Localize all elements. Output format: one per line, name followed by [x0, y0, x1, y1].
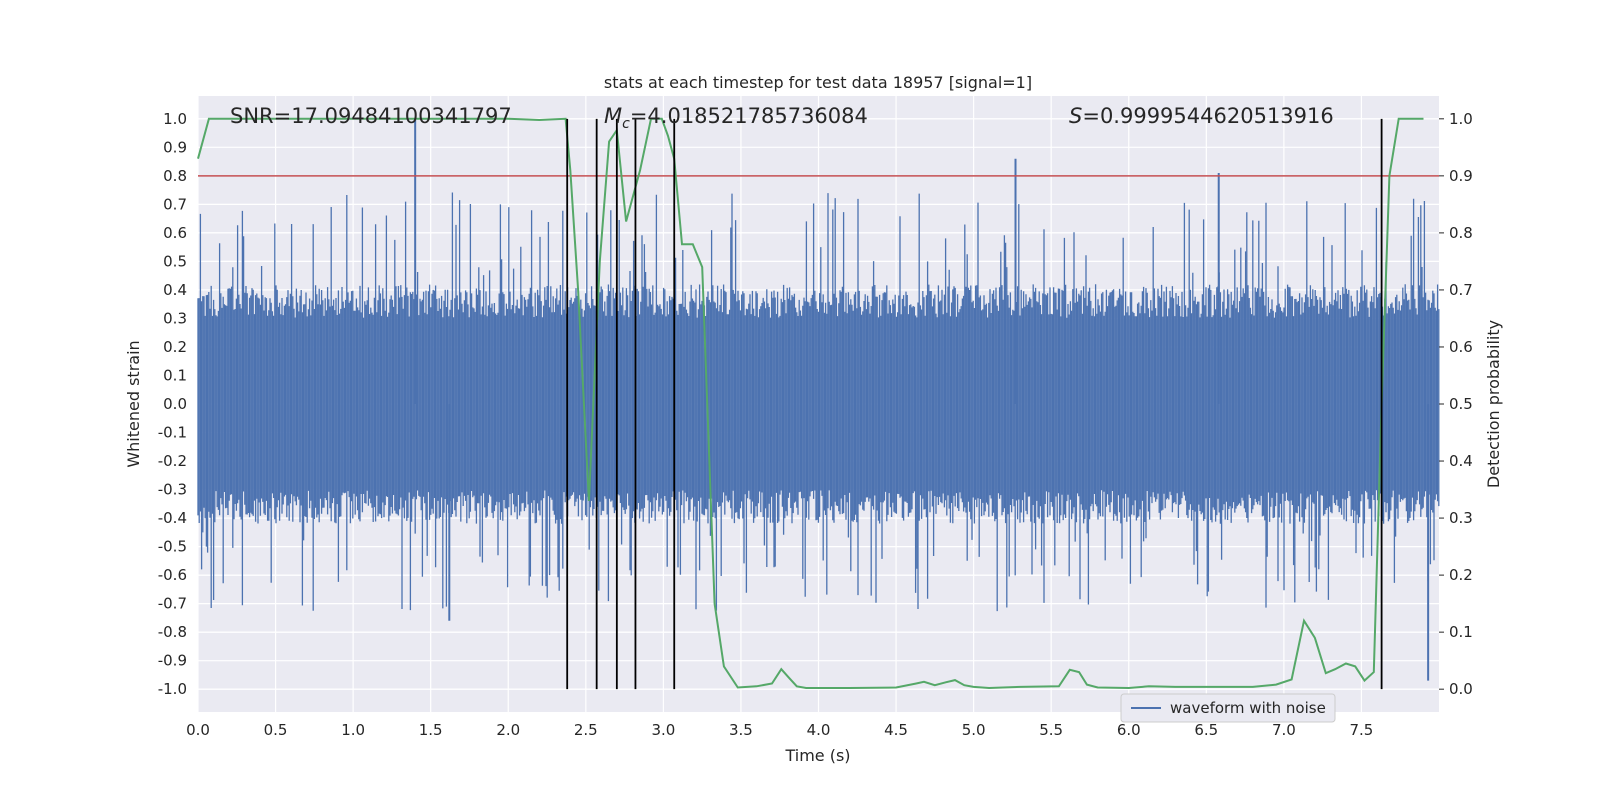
- x-tick-label: 0.5: [264, 721, 288, 739]
- y-tick-label-left: -0.6: [158, 566, 187, 584]
- x-tick-label: 1.5: [419, 721, 443, 739]
- chart-title: stats at each timestep for test data 189…: [604, 73, 1032, 92]
- x-tick-label: 4.0: [807, 721, 831, 739]
- probability-line: [197, 117, 1424, 690]
- y-tick-label-right: 0.8: [1449, 224, 1473, 242]
- tick-labels: 0.0 0.5 1.0 1.5 2.0 2.5 3.0 3.5 4.0 4.5 5.0 5.5 6.0 6…: [158, 110, 1473, 739]
- y-tick-label-left: -0.9: [158, 652, 187, 670]
- y-tick-label-right: 0.5: [1449, 395, 1473, 413]
- x-tick-label: 0.0: [186, 721, 210, 739]
- y-tick-label-right: 0.1: [1449, 623, 1473, 641]
- y-tick-label-left: 0.6: [163, 224, 187, 242]
- y-tick-label-left: 0.5: [163, 252, 187, 270]
- x-tick-label: 6.0: [1117, 721, 1141, 739]
- y-tick-label-left: 0.2: [163, 338, 187, 356]
- y-tick-label-left: -0.4: [158, 509, 187, 527]
- event-markers: [566, 118, 1383, 690]
- y-tick-label-left: 0.4: [163, 281, 187, 299]
- score-symbol: S: [1069, 104, 1082, 128]
- y-tick-label-left: 0.7: [163, 195, 187, 213]
- y-tick-label-left: -0.3: [158, 481, 187, 499]
- score-annotation: S=0.9999544620513916: [1069, 104, 1334, 128]
- y-axis-title-left: Whitened strain: [124, 340, 143, 467]
- y-tick-label-left: -0.1: [158, 424, 187, 442]
- y-tick-label-left: -0.7: [158, 595, 187, 613]
- legend-box: [1120, 693, 1336, 723]
- y-tick-label-right: 0.9: [1449, 167, 1473, 185]
- x-tick-label: 2.0: [496, 721, 520, 739]
- y-tick-label-left: -0.8: [158, 623, 187, 641]
- x-tick-label: 5.5: [1039, 721, 1063, 739]
- y-tick-label-left: 0.1: [163, 366, 187, 384]
- y-tick-label-right: 0.0: [1449, 680, 1473, 698]
- x-tick-label: 6.5: [1194, 721, 1218, 739]
- y-tick-label-left: -0.5: [158, 538, 187, 556]
- y-tick-label-right: 0.4: [1449, 452, 1473, 470]
- snr-annotation: SNR=17.09484100341797: [230, 104, 512, 128]
- legend: waveform with noise: [1120, 693, 1336, 723]
- chirp-mass-annotation: Mc=4.018521785736084: [604, 104, 868, 132]
- chirp-mass-value: =4.018521785736084: [630, 104, 868, 128]
- y-tick-label-left: 0.8: [163, 167, 187, 185]
- y-tick-label-left: 0.0: [163, 395, 187, 413]
- y-tick-label-right: 0.6: [1449, 338, 1473, 356]
- y-tick-label-left: -1.0: [158, 680, 187, 698]
- y-tick-label-left: -0.2: [158, 452, 187, 470]
- x-axis-title: Time (s): [784, 746, 850, 765]
- chirp-mass-subscript: c: [622, 116, 630, 132]
- y-axis-title-right: Detection probability: [1484, 320, 1503, 488]
- legend-label-waveform: waveform with noise: [1170, 699, 1326, 717]
- x-tick-label: 4.5: [884, 721, 908, 739]
- y-tick-label-left: 0.3: [163, 309, 187, 327]
- x-tick-label: 1.0: [341, 721, 365, 739]
- y-tick-label-left: 0.9: [163, 138, 187, 156]
- chirp-mass-symbol: M: [604, 104, 622, 128]
- y-tick-label-right: 1.0: [1449, 110, 1473, 128]
- x-tick-label: 2.5: [574, 721, 598, 739]
- probability-series: [197, 117, 1424, 690]
- y-tick-label-left: 1.0: [163, 110, 187, 128]
- y-tick-label-right: 0.7: [1449, 281, 1473, 299]
- score-value: =0.9999544620513916: [1082, 104, 1333, 128]
- x-tick-label: 7.5: [1350, 721, 1374, 739]
- y-tick-label-right: 0.3: [1449, 509, 1473, 527]
- y-tick-label-right: 0.2: [1449, 566, 1473, 584]
- x-tick-label: 3.5: [729, 721, 753, 739]
- x-tick-label: 7.0: [1272, 721, 1296, 739]
- x-tick-label: 3.0: [651, 721, 675, 739]
- x-tick-label: 5.0: [962, 721, 986, 739]
